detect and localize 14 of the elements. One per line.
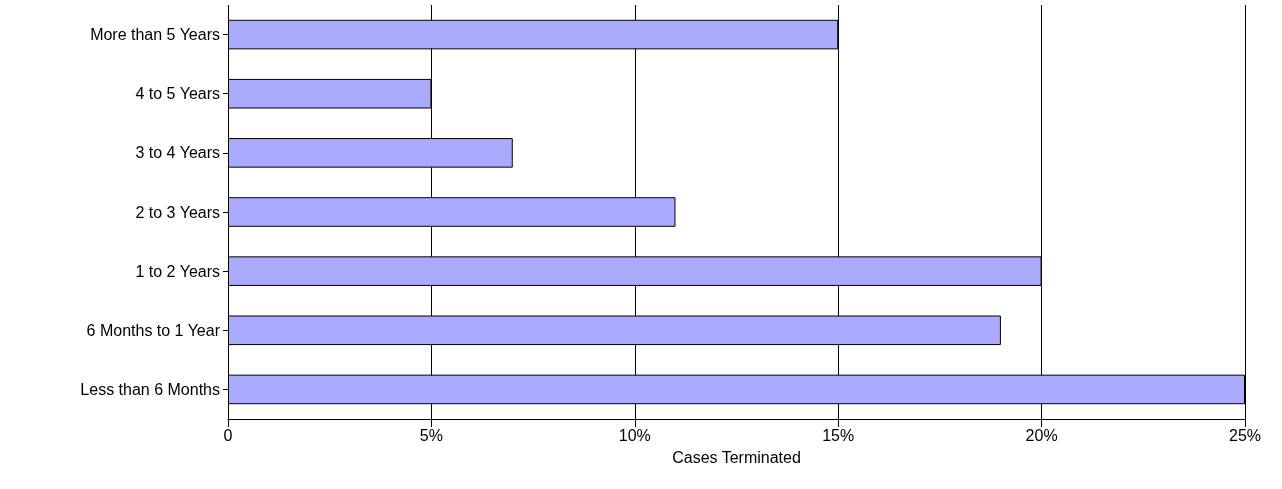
x-tick-label: 5% [419, 426, 443, 444]
x-tick-label: 15% [822, 426, 855, 444]
x-tick-label: 10% [618, 426, 651, 444]
x-tick-label: 20% [1025, 426, 1058, 444]
y-tick-label: More than 5 Years [90, 26, 220, 44]
y-tick-label: 2 to 3 Years [135, 203, 220, 221]
y-tick-label: 6 Months to 1 Year [86, 321, 221, 339]
x-tick-label: 25% [1228, 426, 1262, 444]
y-tick-label: 4 to 5 Years [135, 85, 220, 103]
y-tick-label: Less than 6 Months [80, 380, 220, 398]
x-axis-title: Cases Terminated [672, 448, 801, 466]
y-tick-label: 3 to 4 Years [135, 144, 220, 162]
x-tick-label: 0 [223, 426, 233, 444]
y-tick-label: 1 to 2 Years [135, 262, 220, 280]
